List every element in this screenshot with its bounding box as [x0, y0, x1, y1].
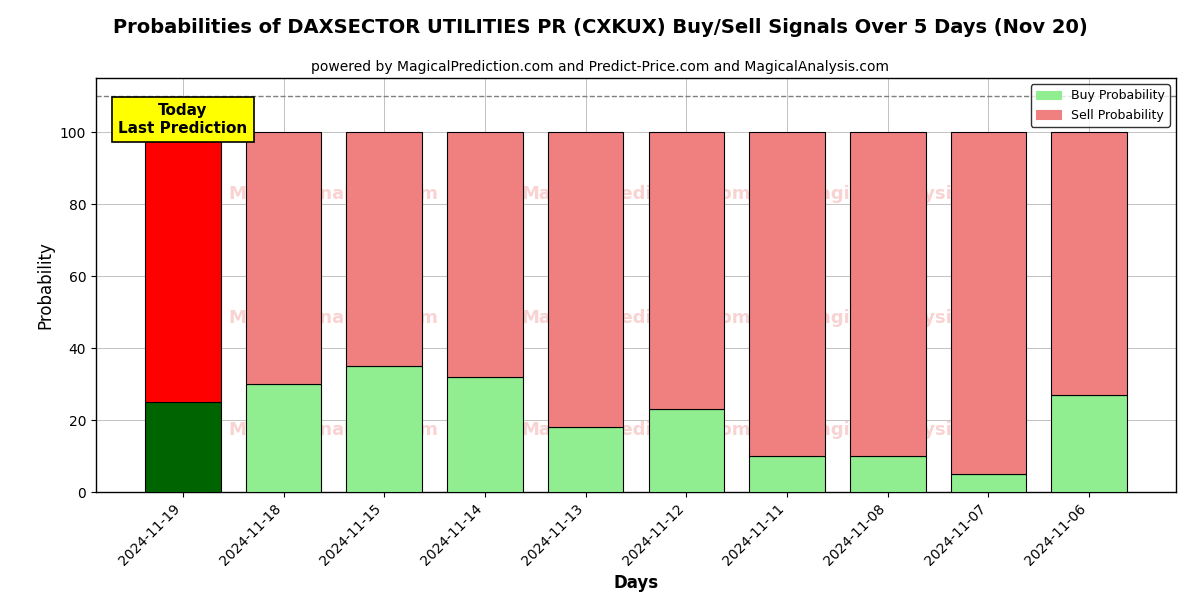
Text: MagicalPrediction.com: MagicalPrediction.com [521, 421, 751, 439]
Bar [145, 132, 221, 402]
Text: Today
Last Prediction: Today Last Prediction [119, 103, 247, 136]
Bar [1051, 132, 1127, 395]
Text: MagicalAnalysis.com: MagicalAnalysis.com [802, 309, 1010, 327]
Bar [749, 132, 824, 456]
Bar [448, 377, 523, 492]
Bar [648, 132, 724, 409]
Text: MagicalAnalysis.com: MagicalAnalysis.com [802, 421, 1010, 439]
Bar [145, 402, 221, 492]
Bar [950, 132, 1026, 474]
Bar [548, 132, 624, 427]
Bar [246, 384, 322, 492]
Text: MagicalAnalysis.com: MagicalAnalysis.com [229, 421, 438, 439]
X-axis label: Days: Days [613, 574, 659, 592]
Text: MagicalPrediction.com: MagicalPrediction.com [521, 309, 751, 327]
Bar [850, 132, 925, 456]
Text: powered by MagicalPrediction.com and Predict-Price.com and MagicalAnalysis.com: powered by MagicalPrediction.com and Pre… [311, 60, 889, 74]
Bar [749, 456, 824, 492]
Bar [648, 409, 724, 492]
Bar [548, 427, 624, 492]
Legend: Buy Probability, Sell Probability: Buy Probability, Sell Probability [1031, 84, 1170, 127]
Bar [950, 474, 1026, 492]
Bar [448, 132, 523, 377]
Bar [1051, 395, 1127, 492]
Bar [347, 366, 422, 492]
Text: MagicalAnalysis.com: MagicalAnalysis.com [229, 309, 438, 327]
Bar [347, 132, 422, 366]
Text: MagicalAnalysis.com: MagicalAnalysis.com [229, 185, 438, 203]
Text: MagicalPrediction.com: MagicalPrediction.com [521, 185, 751, 203]
Bar [246, 132, 322, 384]
Text: MagicalAnalysis.com: MagicalAnalysis.com [802, 185, 1010, 203]
Bar [850, 456, 925, 492]
Y-axis label: Probability: Probability [36, 241, 54, 329]
Text: Probabilities of DAXSECTOR UTILITIES PR (CXKUX) Buy/Sell Signals Over 5 Days (No: Probabilities of DAXSECTOR UTILITIES PR … [113, 18, 1087, 37]
